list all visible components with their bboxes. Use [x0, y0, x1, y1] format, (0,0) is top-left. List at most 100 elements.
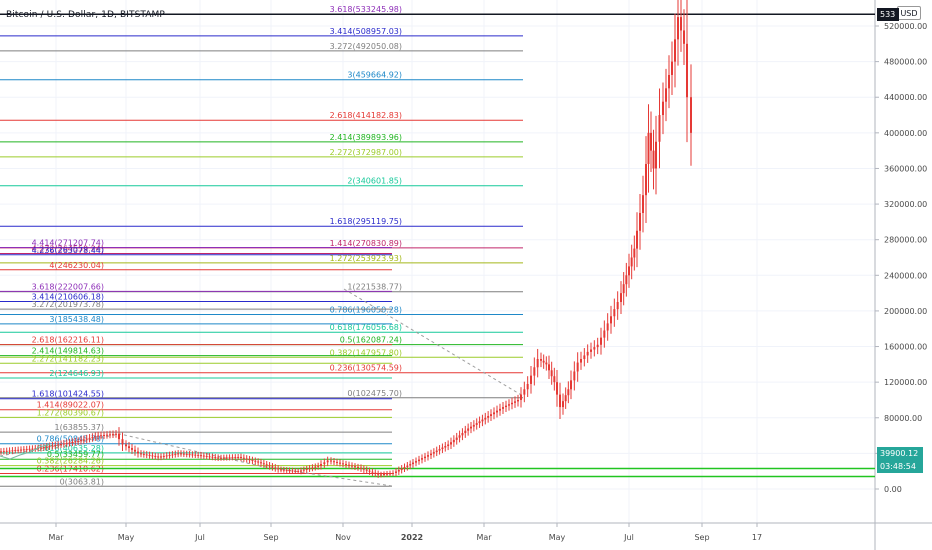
candle-body [320, 464, 322, 466]
candle-body [85, 438, 88, 440]
candle-body [148, 454, 151, 456]
fib-level-label: 0(102475.70) [347, 389, 402, 398]
y-tick-label: 200000.00 [884, 307, 927, 316]
y-tick-label: 280000.00 [884, 236, 927, 245]
candle-body [242, 457, 245, 459]
x-tick-label: Jul [194, 533, 205, 542]
candle-body [205, 455, 208, 457]
candle-body [424, 456, 426, 459]
candle-body [277, 468, 280, 470]
candle-body [11, 450, 14, 452]
candle-body [677, 17, 679, 40]
fib-level-label: 2.414(389893.96) [330, 133, 402, 142]
fib-level-label: 1.618(101424.55) [32, 390, 104, 399]
candle-body [553, 376, 556, 383]
candle-body [545, 362, 548, 365]
fib-level-label: 3.618(222007.66) [32, 282, 104, 291]
candle-body [22, 449, 25, 451]
candle-body [317, 465, 320, 467]
candle-body [71, 441, 74, 443]
candle-body [502, 407, 504, 409]
candle-body [142, 453, 145, 455]
candle-body [305, 468, 308, 470]
fib-level-label: 1.272(80390.67) [37, 408, 104, 417]
candle-body [397, 470, 400, 472]
candle-body [377, 473, 380, 475]
candle-body [217, 457, 220, 459]
y-tick-label: 160000.00 [884, 343, 927, 352]
fib-level-label: 2.272(372987.00) [330, 148, 402, 157]
candle-body [308, 468, 311, 470]
candle-body [254, 460, 257, 462]
candle-body [323, 462, 326, 465]
candle-body [326, 460, 329, 463]
candle-body [345, 464, 347, 466]
candle-body [91, 437, 94, 439]
y-tick-label: 320000.00 [884, 200, 927, 209]
candle-body [339, 462, 341, 464]
candle-body [62, 443, 65, 445]
candle-body [633, 248, 636, 258]
fib-level-label: 4(246230.04) [49, 261, 104, 270]
y-tick-label: 480000.00 [884, 58, 927, 67]
candle-body [671, 61, 673, 75]
y-tick-label: 360000.00 [884, 164, 927, 173]
candle-body [680, 17, 682, 31]
candle-body [300, 470, 302, 472]
candle-body [686, 43, 688, 98]
candle-body [200, 455, 202, 457]
candle-body [285, 469, 288, 471]
candle-body [548, 364, 550, 371]
candle-body [472, 424, 475, 427]
fib-level-label: 3.272(201973.78) [32, 300, 104, 309]
fib-level-label: 2.618(162216.11) [32, 336, 104, 345]
candle-body [493, 412, 495, 415]
candle-body [168, 454, 171, 456]
candle-body [567, 389, 570, 396]
candle-body [690, 97, 692, 133]
candle-body [590, 349, 592, 352]
candle-body [82, 439, 85, 441]
fib-level-label: 0.786(50845.78) [37, 435, 104, 444]
fib-level-label: 4.272(264559.24) [32, 244, 104, 253]
candle-body [652, 150, 655, 169]
candle-body [415, 461, 417, 463]
candle-body [536, 359, 539, 368]
candle-body [374, 472, 377, 474]
candle-body [475, 423, 478, 425]
candle-body [74, 441, 77, 443]
candle-body [174, 453, 177, 455]
candle-body [188, 454, 191, 456]
candle-body [432, 452, 435, 454]
candle-body [603, 330, 606, 338]
fib-level-label: 0.618(176056.68) [330, 323, 402, 332]
currency-button[interactable]: USD [897, 6, 921, 20]
candle-body [412, 462, 414, 465]
candle-body [65, 442, 68, 444]
candle-body [562, 401, 564, 408]
candle-body [533, 367, 536, 376]
candle-body [467, 428, 470, 431]
candle-body [418, 459, 420, 462]
candle-body [371, 471, 374, 473]
candle-body [68, 442, 71, 444]
candle-body [288, 470, 291, 472]
candle-body [559, 394, 561, 408]
candle-body [542, 360, 545, 363]
y-tick-label: 80000.00 [884, 414, 922, 423]
candle-body [470, 426, 472, 429]
candle-body [14, 450, 17, 452]
candle-body [131, 448, 133, 450]
candle-body [185, 453, 188, 455]
candle-body [294, 470, 297, 472]
candle-body [60, 443, 62, 445]
candle-body [314, 466, 317, 468]
candle-body [191, 454, 194, 456]
candle-body [145, 454, 148, 456]
candle-body [45, 446, 48, 448]
bar-countdown-badge: 03:48:54 [877, 460, 923, 474]
candle-body [514, 401, 516, 403]
candle-body [628, 266, 630, 276]
candle-body [37, 448, 40, 450]
